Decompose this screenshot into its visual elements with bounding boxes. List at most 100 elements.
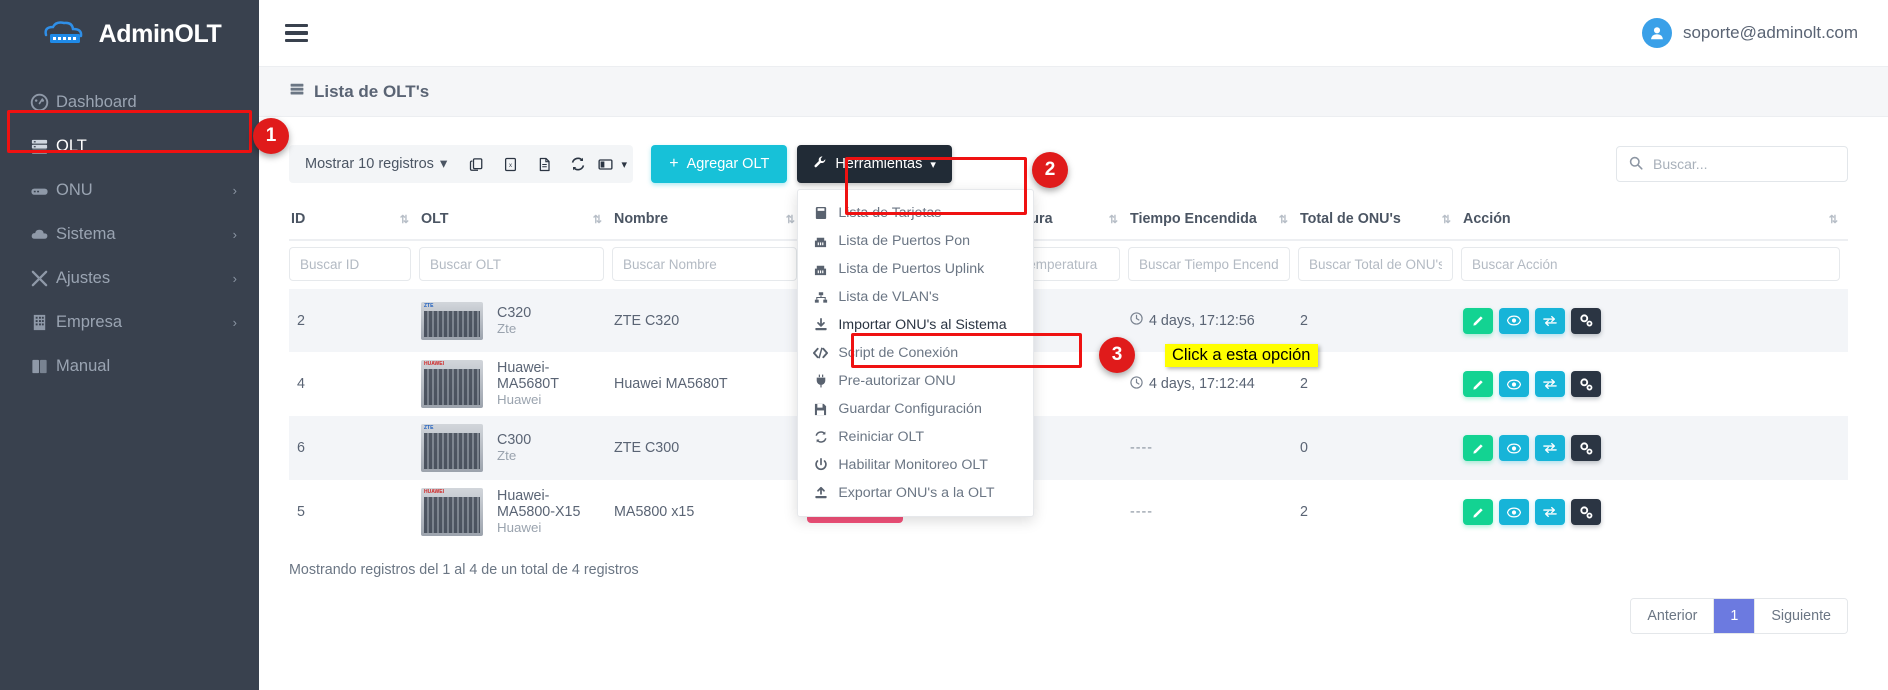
hamburger-icon[interactable] bbox=[285, 23, 308, 43]
column-label: Total de ONU's bbox=[1300, 211, 1401, 227]
herramientas-menu: Lista de Tarjetas Lista de Puertos Pon bbox=[797, 189, 1035, 517]
column-label: OLT bbox=[421, 211, 449, 227]
pagination-page-1[interactable]: 1 bbox=[1714, 599, 1756, 633]
table-row[interactable]: 6 ZTE C300 Zte bbox=[289, 416, 1848, 480]
transfer-button[interactable] bbox=[1535, 307, 1565, 334]
uptime-value: 4 days, 17:12:56 bbox=[1149, 312, 1255, 329]
column-header-olt[interactable]: OLT ⇅ bbox=[419, 201, 612, 241]
sidebar: AdminOLT Dashboard OLT bbox=[0, 0, 259, 690]
annotation-step-1: 1 bbox=[253, 118, 289, 154]
view-button[interactable] bbox=[1499, 499, 1529, 525]
menu-item-reiniciar-olt[interactable]: Reiniciar OLT bbox=[798, 423, 1033, 451]
refresh-icon bbox=[812, 430, 829, 444]
menu-item-lista-de-puertos-pon[interactable]: Lista de Puertos Pon bbox=[798, 227, 1033, 255]
sort-icon: ⇅ bbox=[592, 213, 602, 226]
olt-table-wrapper: ID⇅ OLT⇅ Nombre⇅ Estado⇅ Temperatura⇅ Ti… bbox=[289, 201, 1848, 634]
page-size-select[interactable]: Mostrar 10 registros ▾ bbox=[293, 145, 459, 183]
menu-item-lista-de-vlans[interactable]: Lista de VLAN's bbox=[798, 283, 1033, 311]
menu-item-label: Pre-autorizar ONU bbox=[838, 373, 956, 389]
view-button[interactable] bbox=[1499, 435, 1529, 461]
refresh-icon[interactable] bbox=[561, 145, 595, 183]
menu-item-lista-de-tarjetas[interactable]: Lista de Tarjetas bbox=[798, 199, 1033, 227]
add-olt-button[interactable]: + Agregar OLT bbox=[651, 145, 788, 183]
power-icon bbox=[812, 458, 829, 472]
table-row[interactable]: 4 HUAWEI Huawei-MA5680T Huawei bbox=[289, 352, 1848, 416]
building-icon bbox=[30, 313, 56, 332]
table-body: 2 ZTE C320 Zte bbox=[289, 240, 1848, 544]
sort-icon: ⇅ bbox=[399, 213, 409, 226]
copy-icon[interactable] bbox=[459, 145, 493, 183]
herramientas-button[interactable]: Herramientas ▾ bbox=[797, 145, 952, 183]
chevron-right-icon: › bbox=[232, 182, 237, 198]
download-icon bbox=[812, 318, 829, 332]
edit-button[interactable] bbox=[1463, 435, 1493, 461]
menu-item-lista-de-puertos-uplink[interactable]: Lista de Puertos Uplink bbox=[798, 255, 1033, 283]
cell-accion bbox=[1461, 480, 1848, 544]
settings-button[interactable] bbox=[1571, 371, 1601, 397]
filter-input-tiempo-encendida[interactable] bbox=[1128, 247, 1290, 281]
filter-input-nombre[interactable] bbox=[612, 247, 797, 281]
sidebar-item-label: Dashboard bbox=[56, 92, 137, 111]
vendor-logo: HUAWEI bbox=[424, 489, 444, 495]
transfer-button[interactable] bbox=[1535, 435, 1565, 461]
transfer-button[interactable] bbox=[1535, 371, 1565, 397]
ethernet-port-icon bbox=[812, 235, 829, 248]
cell-total-onus: 0 bbox=[1300, 440, 1308, 456]
menu-item-importar-onus-al-sistema[interactable]: Importar ONU's al Sistema bbox=[798, 311, 1033, 339]
menu-item-exportar-onus-a-la-olt[interactable]: Exportar ONU's a la OLT bbox=[798, 479, 1033, 507]
topbar: soporte@adminolt.com bbox=[259, 0, 1888, 66]
menu-item-pre-autorizar-onu[interactable]: Pre-autorizar ONU bbox=[798, 367, 1033, 395]
table-row[interactable]: 5 HUAWEI Huawei-MA5800-X15 Hua bbox=[289, 480, 1848, 544]
sidebar-item-manual[interactable]: Manual bbox=[0, 344, 259, 388]
device-vendor: Zte bbox=[497, 448, 517, 463]
sidebar-item-ajustes[interactable]: Ajustes › bbox=[0, 256, 259, 300]
edit-button[interactable] bbox=[1463, 499, 1493, 525]
filter-input-total-de-onus[interactable] bbox=[1298, 247, 1453, 281]
column-header-nombre[interactable]: Nombre ⇅ bbox=[612, 201, 805, 241]
page-title: Lista de OLT's bbox=[289, 81, 1888, 102]
sidebar-item-onu[interactable]: ONU › bbox=[0, 168, 259, 212]
sidebar-item-olt[interactable]: OLT bbox=[0, 124, 259, 168]
search-input[interactable] bbox=[1616, 146, 1848, 182]
page-title-text: Lista de OLT's bbox=[314, 81, 430, 101]
user-menu[interactable]: soporte@adminolt.com bbox=[1641, 18, 1858, 48]
menu-item-guardar-configuracion[interactable]: Guardar Configuración bbox=[798, 395, 1033, 423]
filter-input-olt[interactable] bbox=[419, 247, 604, 281]
menu-item-label: Lista de Tarjetas bbox=[838, 205, 942, 221]
sidebar-item-empresa[interactable]: Empresa › bbox=[0, 300, 259, 344]
settings-button[interactable] bbox=[1571, 435, 1601, 461]
column-header-tiempo-encendida[interactable]: Tiempo Encendida ⇅ bbox=[1128, 201, 1298, 241]
settings-button[interactable] bbox=[1571, 499, 1601, 525]
column-header-accion[interactable]: Acción ⇅ bbox=[1461, 201, 1848, 241]
menu-item-habilitar-monitoreo-olt[interactable]: Habilitar Monitoreo OLT bbox=[798, 451, 1033, 479]
column-header-id[interactable]: ID ⇅ bbox=[289, 201, 419, 241]
pagination-next[interactable]: Siguiente bbox=[1755, 599, 1847, 633]
table-row[interactable]: 2 ZTE C320 Zte bbox=[289, 289, 1848, 352]
table-head: ID⇅ OLT⇅ Nombre⇅ Estado⇅ Temperatura⇅ Ti… bbox=[289, 201, 1848, 241]
settings-button[interactable] bbox=[1571, 307, 1601, 334]
view-button[interactable] bbox=[1499, 307, 1529, 334]
excel-icon[interactable]: x bbox=[493, 145, 527, 183]
sidebar-item-dashboard[interactable]: Dashboard bbox=[0, 80, 259, 124]
filter-input-accion[interactable] bbox=[1461, 247, 1840, 281]
cell-accion bbox=[1461, 352, 1848, 416]
column-label: Nombre bbox=[614, 211, 669, 227]
sidebar-item-label: Sistema bbox=[56, 224, 116, 243]
pagination-prev[interactable]: Anterior bbox=[1631, 599, 1715, 633]
sidebar-item-sistema[interactable]: Sistema › bbox=[0, 212, 259, 256]
edit-button[interactable] bbox=[1463, 307, 1493, 334]
column-header-total-de-onus[interactable]: Total de ONU's ⇅ bbox=[1298, 201, 1461, 241]
plus-icon: + bbox=[669, 155, 679, 172]
menu-item-label: Lista de VLAN's bbox=[838, 289, 939, 305]
pdf-icon[interactable] bbox=[527, 145, 561, 183]
columns-icon[interactable]: ▾ bbox=[595, 145, 629, 183]
save-icon bbox=[812, 403, 829, 416]
toolbar-button-group: Mostrar 10 registros ▾ x bbox=[289, 145, 634, 183]
edit-button[interactable] bbox=[1463, 371, 1493, 397]
filter-input-id[interactable] bbox=[289, 247, 411, 281]
brand[interactable]: AdminOLT bbox=[0, 0, 259, 68]
menu-item-script-de-conexion[interactable]: Script de Conexión bbox=[798, 339, 1033, 367]
transfer-button[interactable] bbox=[1535, 499, 1565, 525]
view-button[interactable] bbox=[1499, 371, 1529, 397]
code-icon bbox=[812, 347, 829, 359]
